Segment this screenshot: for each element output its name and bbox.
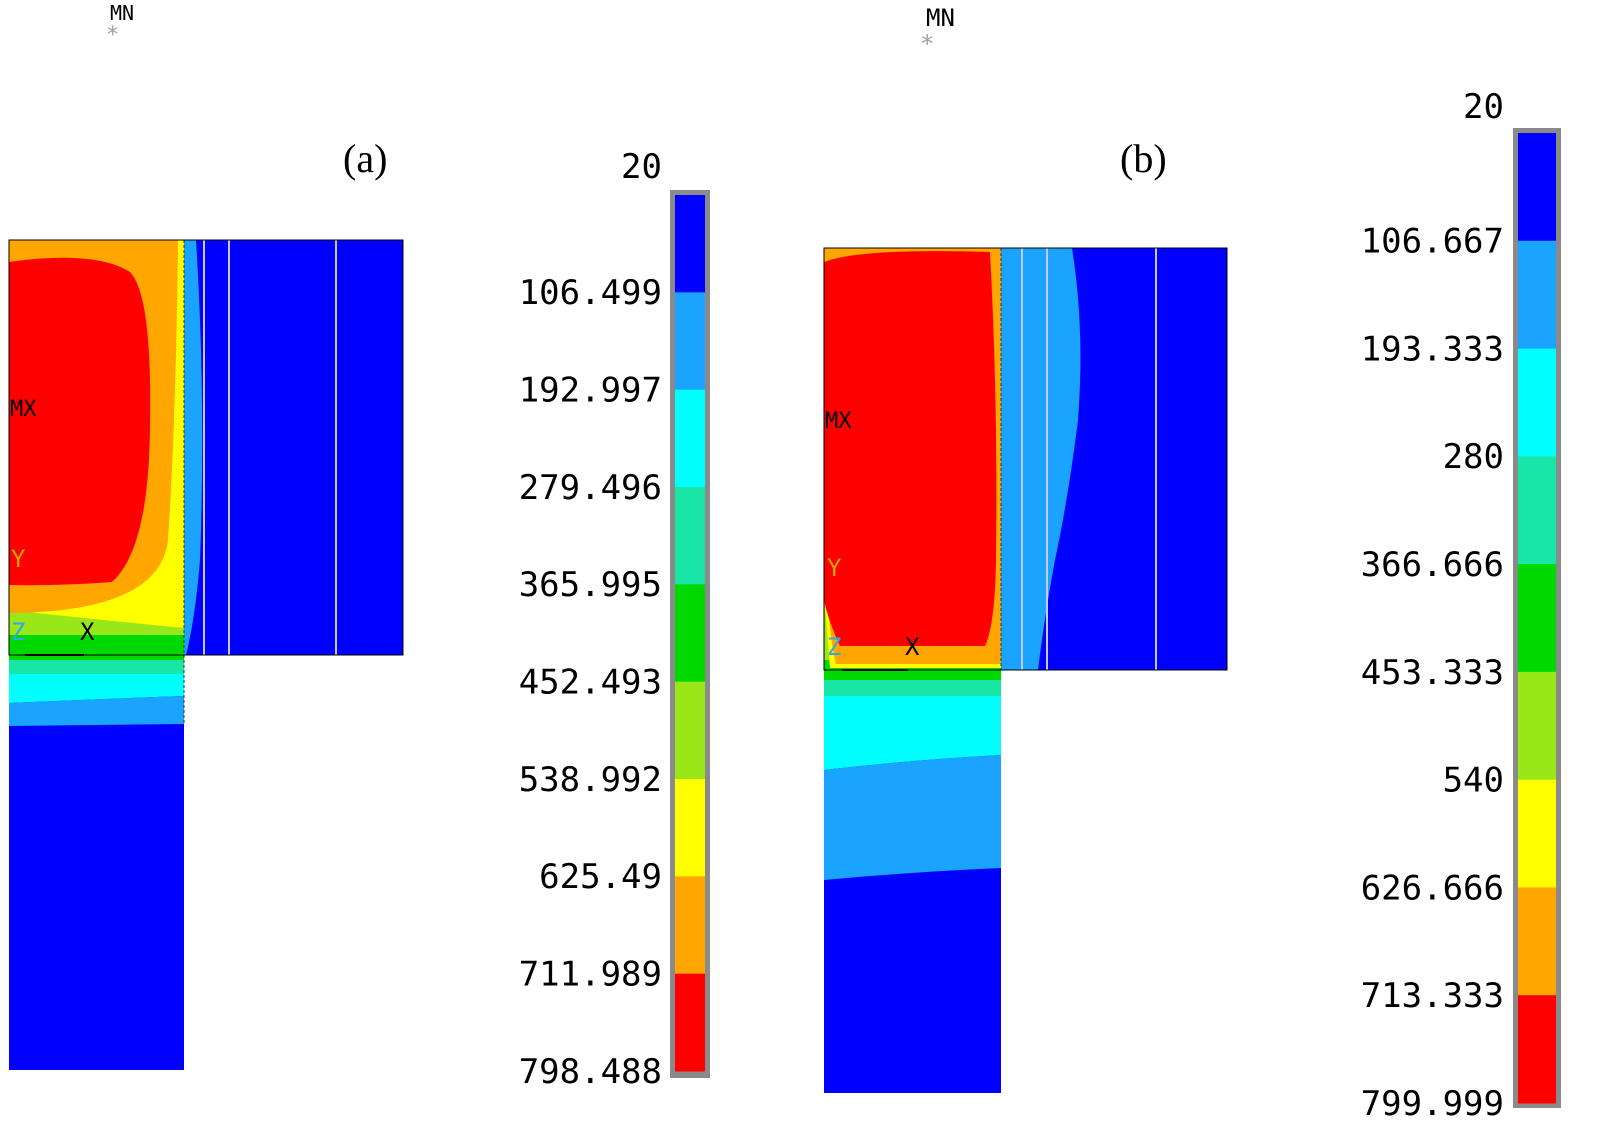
legend-value-label: 798.488 — [519, 1052, 662, 1092]
axis-z-label: Z — [827, 633, 841, 661]
axis-x-label: X — [905, 633, 920, 661]
legend-band — [1518, 348, 1556, 457]
legend-value-label: 365.995 — [519, 565, 662, 605]
panel-label: (b) — [1120, 136, 1167, 181]
legend-band — [1518, 779, 1556, 888]
legend-value-label: 540 — [1443, 761, 1504, 801]
hot-region — [9, 240, 184, 652]
legend-value-label: 452.493 — [519, 663, 662, 703]
contour-panel-b: MN * (b) MX Y — [800, 0, 1599, 1138]
legend-value-label: 625.49 — [539, 857, 662, 897]
legend-value-label: 366.666 — [1361, 545, 1504, 585]
legend-value-label: 711.989 — [519, 955, 662, 995]
mn-asterisk-icon: * — [106, 23, 119, 48]
legend-band — [675, 584, 705, 683]
legend-value-label: 279.496 — [519, 468, 662, 508]
legend: 20 106.499 192.997 279.496 365.995 452.493 53… — [519, 147, 710, 1092]
legend-value-label: 280 — [1443, 437, 1504, 477]
legend: 20 106.667 193.333 280 366.666 453.333 540 626… — [1361, 87, 1561, 1124]
legend-value-label: 799.999 — [1361, 1084, 1504, 1124]
lower-block — [824, 668, 1001, 1093]
mn-label: MN — [110, 1, 134, 25]
legend-value-label: 538.992 — [519, 760, 662, 800]
axis-z-label: Z — [11, 618, 25, 646]
right-block — [8, 239, 404, 725]
legend-band — [1518, 887, 1556, 996]
legend-value-label: 106.667 — [1361, 222, 1504, 262]
mx-label: MX — [825, 409, 852, 434]
contour-panel-a: MN * (a) — [0, 0, 799, 1138]
legend-band — [1518, 564, 1556, 673]
legend-band — [675, 681, 705, 780]
mx-label: MX — [10, 397, 37, 422]
legend-band — [675, 292, 705, 391]
mn-asterisk-icon: * — [920, 30, 934, 58]
axis-x-label: X — [80, 618, 95, 646]
legend-value-label: 713.333 — [1361, 976, 1504, 1016]
legend-band — [1518, 456, 1556, 565]
right-block — [823, 247, 1228, 671]
legend-value-label: 106.499 — [519, 273, 662, 313]
legend-band — [1518, 671, 1556, 781]
legend-band — [675, 487, 705, 585]
panel-label: (a) — [343, 136, 387, 181]
legend-band — [1518, 995, 1556, 1104]
mn-label: MN — [926, 4, 955, 32]
legend-band — [1518, 133, 1556, 242]
legend-value-label: 453.333 — [1361, 653, 1504, 693]
legend-band — [1518, 240, 1556, 350]
axis-y-label: Y — [11, 545, 26, 573]
axis-y-label: Y — [827, 554, 842, 582]
lower-block — [9, 650, 184, 1070]
legend-band — [675, 195, 705, 293]
legend-top-value: 20 — [1463, 87, 1504, 127]
legend-top-value: 20 — [621, 147, 662, 187]
legend-band — [675, 973, 705, 1072]
legend-band — [675, 779, 705, 877]
legend-band — [675, 389, 705, 488]
legend-value-label: 193.333 — [1361, 329, 1504, 369]
hot-region — [824, 248, 1001, 670]
legend-value-label: 192.997 — [519, 371, 662, 411]
legend-value-label: 626.666 — [1361, 868, 1504, 908]
legend-band — [675, 876, 705, 975]
